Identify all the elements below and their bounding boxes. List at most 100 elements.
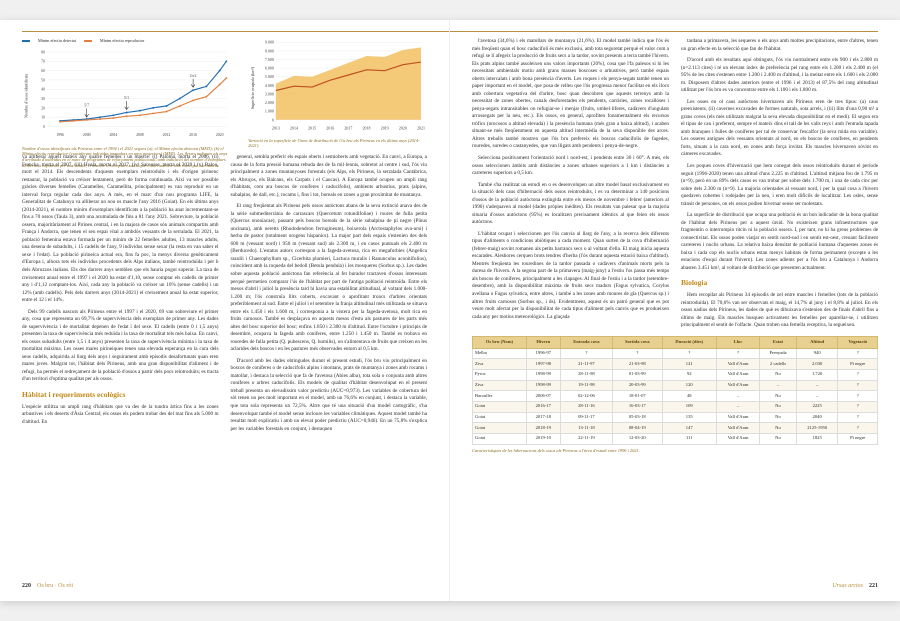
table-cell: Goiat — [473, 412, 527, 423]
table-header: Entrada cova — [560, 336, 612, 348]
table-cell: ? — [838, 348, 878, 359]
table-row: Goiat2016-1728-11-1616-03-17109–No2225? — [473, 401, 878, 412]
table-cell: No — [760, 423, 797, 434]
table-cell: 2006-07 — [526, 391, 560, 402]
table-header: Altitud — [796, 336, 838, 348]
table-cell: Pi negre — [838, 359, 878, 370]
page-number: 220 — [22, 582, 31, 591]
table-cell: ? — [838, 380, 878, 391]
svg-text:Superfície ocupada (km²): Superfície ocupada (km²) — [250, 66, 255, 109]
para: El rang freqüentat als Pirineus pels oss… — [231, 203, 428, 354]
para: Selecciona positivament l'orientació nor… — [472, 155, 669, 178]
para: També s'ha realitzat un estudi en o es d… — [472, 182, 669, 227]
page-left: Mínim efectiu detectat Mínim efectiu rep… — [0, 20, 450, 601]
table-cell: Goiat — [473, 433, 527, 444]
population-chart: Mínim efectiu detectat Mínim efectiu rep… — [22, 38, 232, 150]
table-cell: No — [760, 369, 797, 380]
section-heading-habitat: Hàbitat i requeriments ecològics — [22, 390, 219, 401]
table-cell: 2125-1950 — [796, 423, 838, 434]
table-cell: ? — [716, 348, 759, 359]
table-cell: Ziva — [473, 359, 527, 370]
table-cell: 21-11-97 — [560, 359, 612, 370]
table-cell: Vall d'Aran — [716, 380, 759, 391]
table-cell: 22-11-19 — [560, 433, 612, 444]
table-cell: Vall d'Aran — [716, 423, 759, 434]
table-cell: 2040 — [796, 412, 838, 423]
species-scientific: Ursus arctos — [832, 582, 863, 591]
table-cell: 2019-10 — [526, 433, 560, 444]
table-cell: 111 — [662, 433, 716, 444]
table-cell: 02-12-06 — [560, 391, 612, 402]
section-heading-biologia: Biologia — [681, 278, 878, 289]
table-cell: 1998-99 — [526, 369, 560, 380]
table-header: Os bru (Nom) — [473, 336, 527, 348]
table-cell: 120 — [662, 380, 716, 391]
hibernation-table: Os bru (Nom)HivernEntrada covaSortida co… — [472, 336, 878, 445]
chart2-svg: 201320142015201620172018201920202021 01.… — [248, 38, 427, 134]
page-right: l'avetosa (34,6%) i els matollars de mun… — [450, 20, 900, 601]
para: L'hàbitat ocupat i seleccionen per l'ós … — [472, 231, 669, 321]
table-cell: 08-04-19 — [613, 423, 662, 434]
legend-label: Mínim efectiu detectat — [38, 38, 76, 44]
table-cell: 109 — [662, 401, 716, 412]
svg-text:2004: 2004 — [110, 133, 118, 137]
svg-text:2000: 2000 — [83, 133, 91, 137]
svg-text:Gv2: Gv2 — [190, 74, 197, 78]
table-cell: 16-03-17 — [613, 401, 662, 412]
svg-text:2019: 2019 — [381, 126, 389, 131]
table-cell: 1996-97 — [526, 348, 560, 359]
svg-text:2016: 2016 — [189, 133, 197, 137]
para: va alliberar aquell mateix any quatre fe… — [22, 154, 219, 305]
table-cell: 28-11-16 — [560, 401, 612, 412]
table-cell: – — [796, 380, 838, 391]
para: D'acord amb els resultats aquí obtinguts… — [681, 57, 878, 95]
svg-text:2016: 2016 — [326, 126, 334, 131]
para: Dels 99 cadells nascuts als Pirineus ent… — [22, 309, 219, 384]
svg-text:20: 20 — [41, 106, 45, 110]
footer-right: Ursus arctos 221 — [832, 582, 878, 591]
table-cell: 2017-18 — [526, 412, 560, 423]
svg-text:8.000: 8.000 — [265, 48, 274, 53]
svg-text:2012: 2012 — [163, 133, 171, 137]
svg-text:10: 10 — [41, 116, 45, 120]
table-header: Lloc — [716, 336, 759, 348]
table-row: Barouller2006-0702-12-0618-01-0748–No–? — [473, 391, 878, 402]
table-cell: 135 — [662, 412, 716, 423]
table-cell: 09-11-17 — [560, 412, 612, 423]
table-cell: Goiat — [473, 401, 527, 412]
svg-text:2020: 2020 — [216, 133, 224, 137]
table-cell: Goiat — [473, 423, 527, 434]
table-cell: No — [760, 433, 797, 444]
para: L'espècie utilitza un ampli rang d'hàbit… — [22, 404, 219, 427]
table-header: Estat — [760, 336, 797, 348]
table-cell: 2.030 — [796, 359, 838, 370]
svg-text:2015: 2015 — [308, 126, 316, 131]
table-cell: 18-01-07 — [613, 391, 662, 402]
svg-text:2008: 2008 — [136, 133, 144, 137]
table-cell: 13-11-18 — [560, 423, 612, 434]
para: D'acord amb les dades obtingudes durant … — [231, 358, 428, 433]
table-cell: ? — [838, 369, 878, 380]
table-cell: Pyros — [473, 369, 527, 380]
chart1-caption: Nombre d'ossos identificats als Pirineus… — [22, 146, 232, 169]
para: l'avetosa (34,6%) i els matollars de mun… — [472, 38, 669, 151]
table-row: Ziva1997-9821-11-9721-03-98121Vall d'Ara… — [473, 359, 878, 370]
svg-text:Nombre d'ossos identificats: Nombre d'ossos identificats — [24, 73, 29, 118]
left-body-text: va alliberar aquell mateix any quatre fe… — [22, 154, 427, 434]
legend-swatch — [22, 40, 30, 42]
svg-text:70: 70 — [41, 60, 45, 64]
page-number: 221 — [869, 582, 878, 591]
svg-text:2.000: 2.000 — [265, 100, 274, 105]
svg-text:40: 40 — [41, 88, 45, 92]
table-row: Goiat2018-1913-11-1808-04-19147Vall d'Ar… — [473, 423, 878, 434]
table-header: Duració (dies) — [662, 336, 716, 348]
svg-text:5/7: 5/7 — [84, 104, 89, 108]
chart1-svg: 5/75/1Gv2 1996200020042008201220162020 0… — [22, 46, 232, 142]
table-caption: Característiques de les hibernacions del… — [472, 448, 878, 454]
table-row: Goiat2017-1809-11-1705-03-18135Vall d'Ar… — [473, 412, 878, 423]
table-cell: 05-03-18 — [613, 412, 662, 423]
svg-text:2021: 2021 — [417, 126, 425, 131]
svg-text:80: 80 — [41, 51, 45, 55]
table-cell: Vall d'Aran — [716, 412, 759, 423]
table-cell: Pi negre — [838, 433, 878, 444]
